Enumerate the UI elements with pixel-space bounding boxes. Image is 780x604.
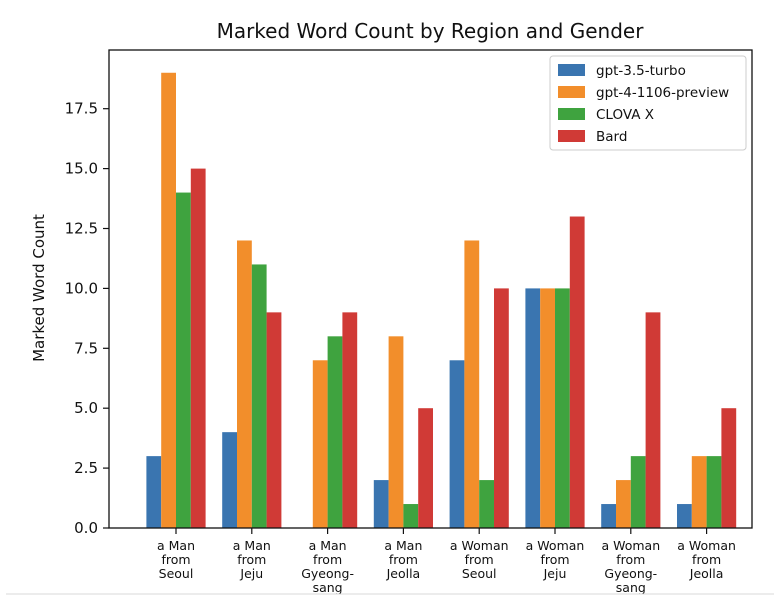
x-tick-label: a Man from Seoul <box>157 538 195 581</box>
bar-bard <box>190 168 206 528</box>
bar-clova-x <box>251 264 267 528</box>
legend-swatch <box>558 64 585 76</box>
chart-title: Marked Word Count by Region and Gender <box>217 19 645 43</box>
y-tick-label: 12.5 <box>65 220 98 238</box>
legend-swatch <box>558 130 585 142</box>
y-tick-label: 5.0 <box>74 399 98 417</box>
bar-bard <box>494 288 509 528</box>
bar-gpt-4-1106-preview <box>388 336 404 528</box>
legend-box <box>549 55 747 151</box>
x-tick-label: a Woman from Jeolla <box>677 538 736 581</box>
bar-bard <box>418 408 433 528</box>
bar-clova-x <box>555 288 570 528</box>
bar-gpt-4-1106-preview <box>312 360 328 528</box>
bar-gpt-3-5-turbo <box>525 288 541 528</box>
y-tick-label: 15.0 <box>65 160 98 178</box>
y-tick-label: 0.0 <box>74 519 98 537</box>
legend-label: gpt-4-1106-preview <box>596 85 729 101</box>
legend-label: CLOVA X <box>596 107 654 123</box>
y-tick-label: 2.5 <box>74 459 98 477</box>
legend: gpt-3.5-turbo gpt-4-1106-preview CLOVA X Ba… <box>549 55 747 151</box>
y-axis-label: Marked Word Count <box>30 214 48 362</box>
x-tick-label: a Man from Jeju <box>233 538 271 581</box>
x-tick-label: a Woman from Seoul <box>450 538 509 581</box>
legend-label: Bard <box>596 129 627 145</box>
legend-label: gpt-3.5-turbo <box>596 63 686 79</box>
bar-gpt-3-5-turbo <box>373 480 389 528</box>
y-axis-ticks: 0.0 2.5 5.0 7.5 10.0 12.5 15.0 17.5 <box>65 100 109 537</box>
legend-swatch <box>558 108 585 120</box>
bar-clova-x <box>327 336 343 528</box>
bar-gpt-3-5-turbo <box>449 360 465 528</box>
bar-gpt-3-5-turbo <box>601 504 616 528</box>
x-tick-label: a Man from Jeolla <box>384 538 422 581</box>
bar-bard <box>721 408 737 528</box>
y-tick-label: 7.5 <box>74 339 98 357</box>
bar-gpt-4-1106-preview <box>237 240 252 528</box>
x-axis-ticks: a Man from Seoul a Man from Jeju a Man from Gyeo… <box>157 528 736 595</box>
bar-gpt-3-5-turbo <box>222 432 237 528</box>
bar-clova-x <box>479 480 494 528</box>
x-tick-label: a Woman from Gyeong-sang <box>601 538 660 595</box>
bar-gpt-4-1106-preview <box>616 480 631 528</box>
bars <box>146 72 737 528</box>
bar-gpt-3-5-turbo <box>677 504 692 528</box>
x-tick-label: a Man from Gyeong-sang <box>301 538 354 595</box>
bar-bard <box>342 312 358 528</box>
legend-swatch <box>558 86 585 98</box>
plot-frame <box>108 49 753 529</box>
bar-bard <box>569 216 585 528</box>
bar-gpt-4-1106-preview <box>161 72 176 528</box>
bar-bard <box>645 312 661 528</box>
x-tick-label: a Woman from Jeju <box>526 538 585 581</box>
y-tick-label: 10.0 <box>65 279 98 297</box>
bar-clova-x <box>706 456 722 528</box>
bar-gpt-4-1106-preview <box>691 456 707 528</box>
y-tick-label: 17.5 <box>65 100 98 118</box>
bar-bard <box>266 312 282 528</box>
bar-clova-x <box>176 192 191 528</box>
bar-clova-x <box>630 456 646 528</box>
bar-clova-x <box>403 504 419 528</box>
bar-gpt-4-1106-preview <box>540 288 555 528</box>
bar-gpt-4-1106-preview <box>464 240 480 528</box>
bar-gpt-3-5-turbo <box>146 456 162 528</box>
